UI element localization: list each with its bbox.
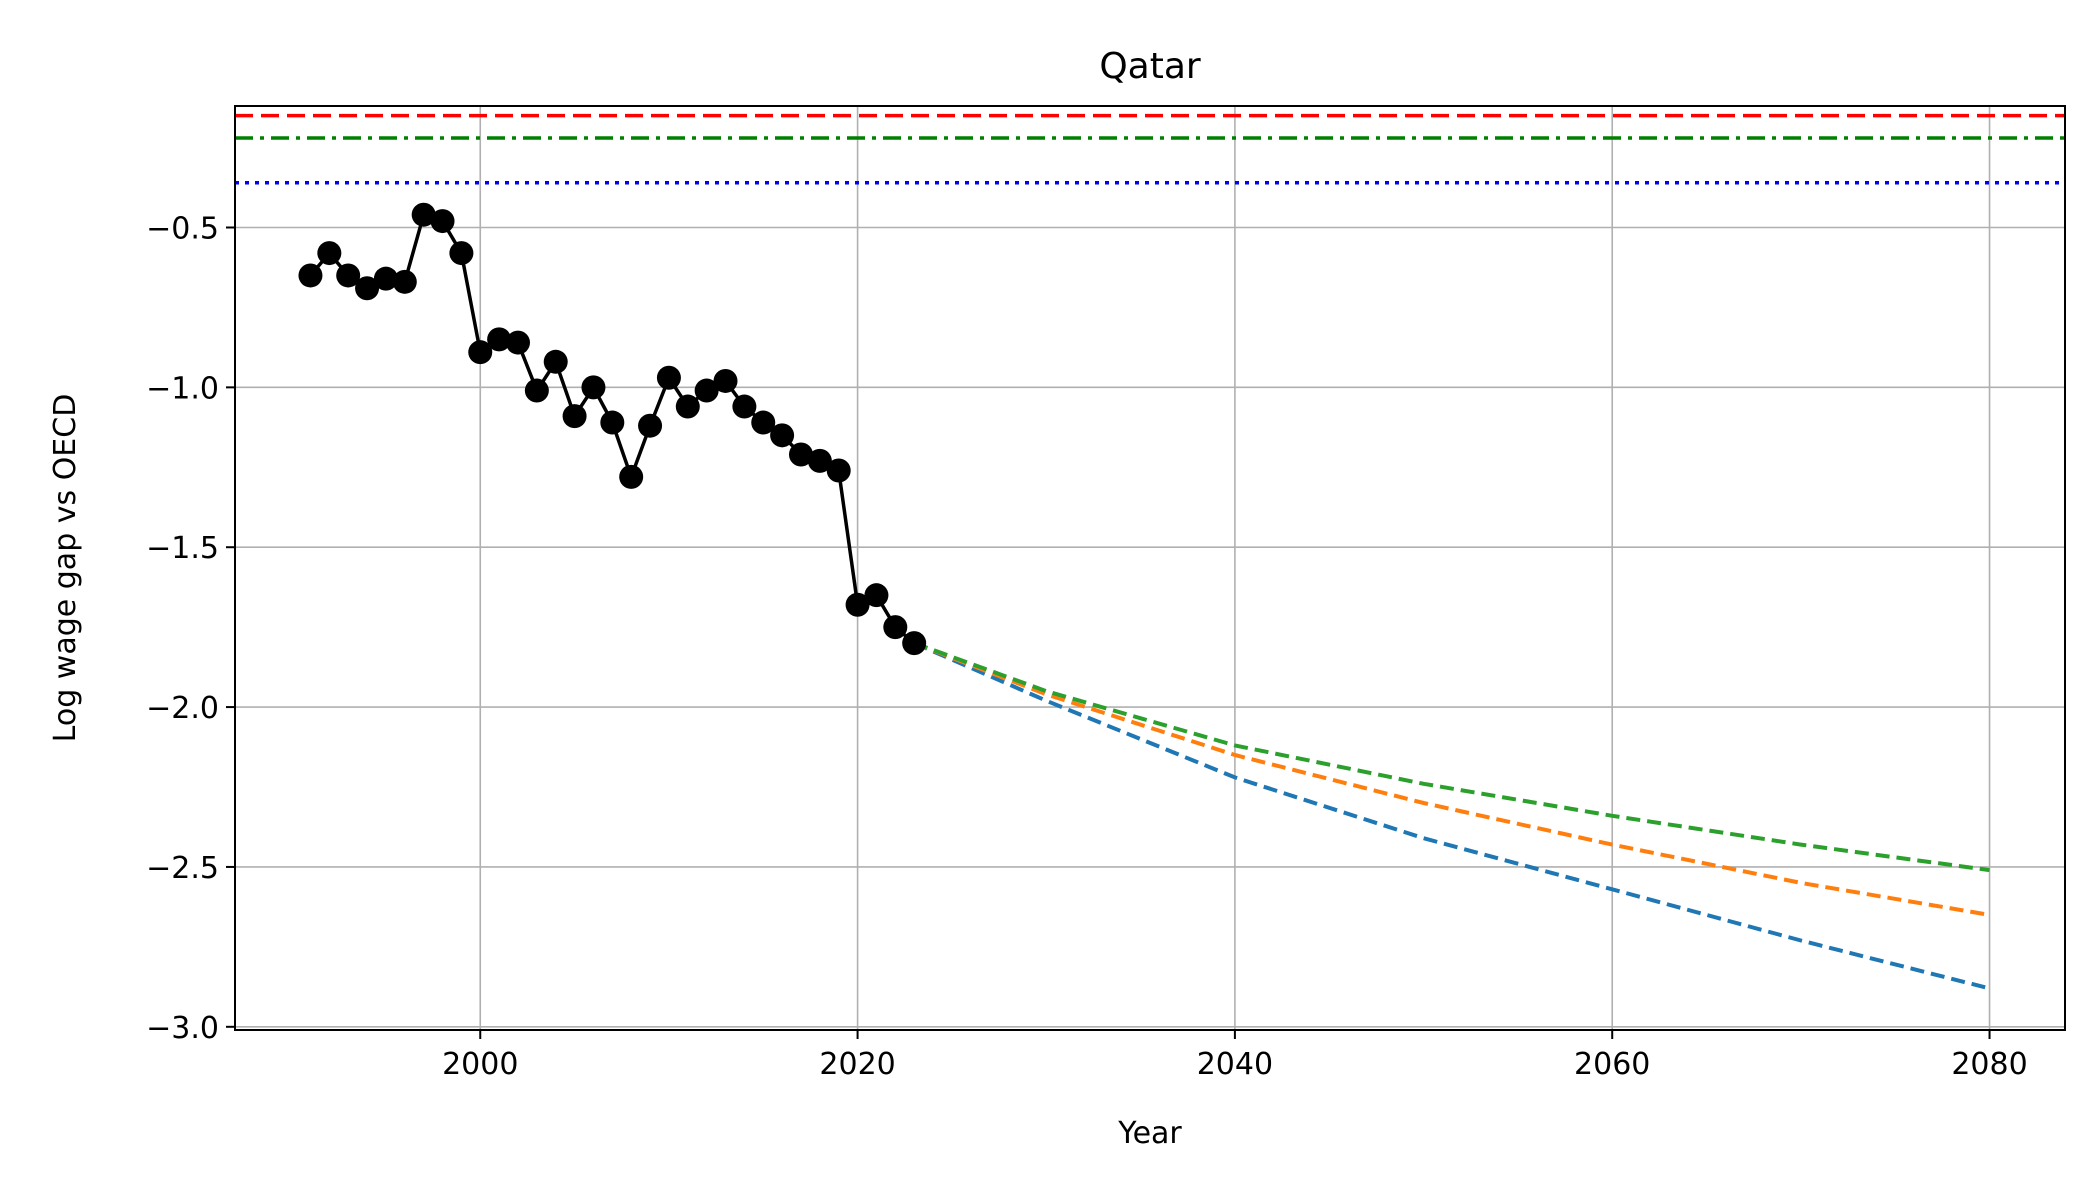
x-tick-label: 2040 xyxy=(1197,1047,1273,1082)
y-tick-label: −1.0 xyxy=(146,371,219,406)
ticks: 2000 2020 2040 2060 2080 −3.0 −2.5 −2.0 −1.5 −1.0… xyxy=(146,211,2028,1082)
historical-point xyxy=(883,615,908,640)
historical-point xyxy=(845,592,870,617)
historical-point xyxy=(487,327,512,352)
y-tick-label: −1.5 xyxy=(146,531,219,566)
x-tick-label: 2000 xyxy=(442,1047,518,1082)
historical-point xyxy=(675,394,700,419)
historical-point xyxy=(468,340,493,365)
reference-lines xyxy=(235,113,2065,185)
chart-title: Qatar xyxy=(1099,46,1201,87)
historical-point xyxy=(788,442,813,467)
x-tick-label: 2020 xyxy=(819,1047,895,1082)
historical-point xyxy=(902,631,927,656)
historical-point xyxy=(317,241,342,266)
x-tick-label: 2080 xyxy=(1951,1047,2027,1082)
historical-point xyxy=(694,378,719,403)
historical-point xyxy=(392,269,417,294)
historical-point xyxy=(562,404,587,429)
historical-point xyxy=(732,394,757,419)
grid xyxy=(235,106,2065,1030)
historical-point xyxy=(336,263,361,288)
y-tick-label: −0.5 xyxy=(146,211,219,246)
historical-point xyxy=(826,458,851,483)
historical-point xyxy=(543,349,568,374)
historical-point xyxy=(581,375,606,400)
historical-point xyxy=(638,413,663,438)
historical-point xyxy=(524,378,549,403)
x-tick-label: 2060 xyxy=(1574,1047,1650,1082)
plot-frame xyxy=(234,105,2066,1031)
series xyxy=(298,202,1990,991)
historical-point xyxy=(713,368,738,393)
y-tick-label: −2.0 xyxy=(146,691,219,726)
y-tick-label: −3.0 xyxy=(146,1011,219,1046)
projection-line xyxy=(913,641,1990,991)
historical-point xyxy=(751,410,776,435)
y-axis-title: Log wage gap vs OECD xyxy=(48,394,83,743)
historical-point xyxy=(373,266,398,291)
historical-point xyxy=(449,241,474,266)
historical-point xyxy=(505,330,530,355)
historical-point xyxy=(430,209,455,234)
projection-line xyxy=(913,641,1990,873)
historical-point xyxy=(355,276,380,301)
x-axis-title: Year xyxy=(1117,1116,1182,1151)
historical-point xyxy=(298,263,323,288)
historical-point xyxy=(619,464,644,489)
historical-point xyxy=(600,410,625,435)
projection-line xyxy=(913,641,1990,917)
y-tick-label: −2.5 xyxy=(146,851,219,886)
historical-point xyxy=(864,583,889,608)
historical-point xyxy=(411,202,436,227)
historical-point xyxy=(656,365,681,390)
historical-point xyxy=(770,423,795,448)
historical-point xyxy=(807,448,832,473)
